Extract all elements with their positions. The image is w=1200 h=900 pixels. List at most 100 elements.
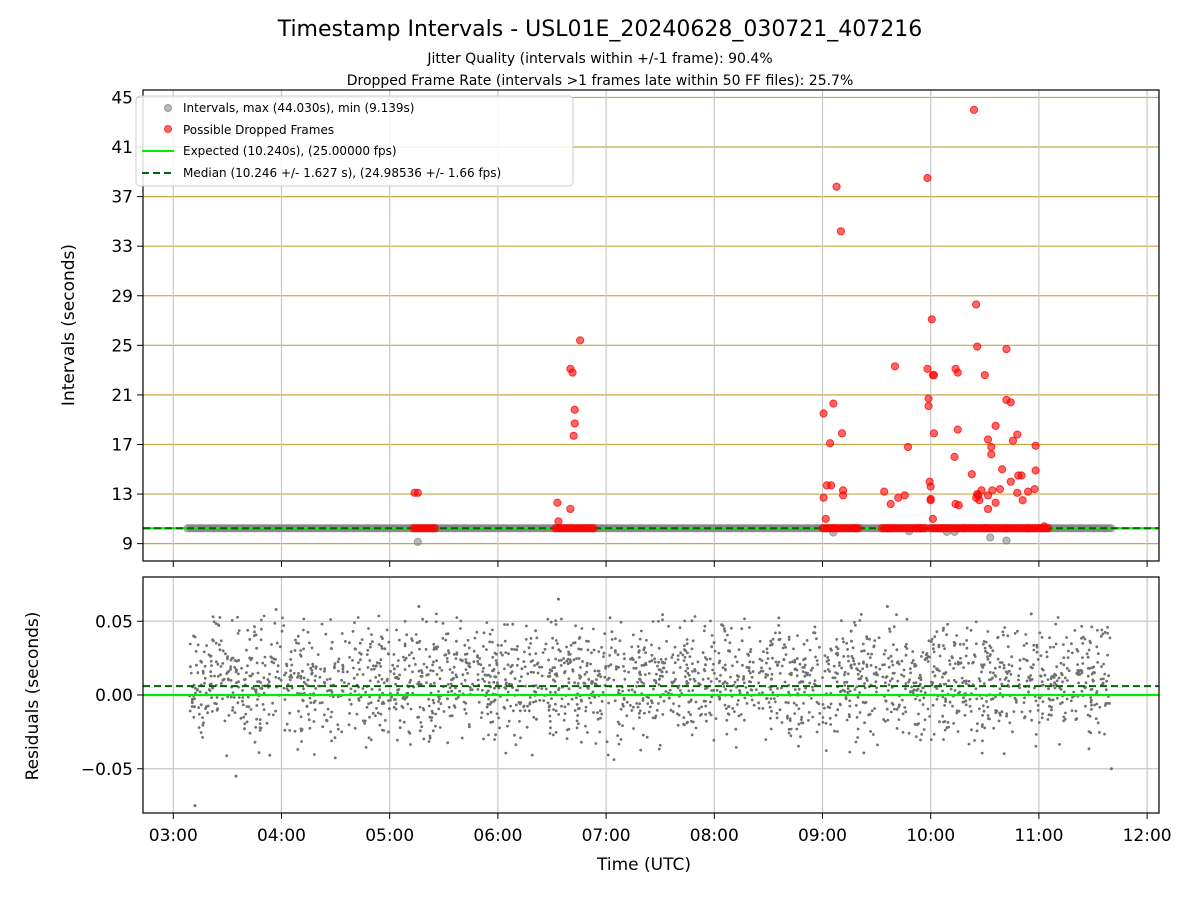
residual-point [296, 748, 300, 751]
residual-point [472, 649, 476, 653]
residual-point [224, 652, 227, 656]
residual-point [548, 674, 552, 678]
residual-point [265, 721, 269, 725]
residual-point [230, 619, 234, 622]
residual-point [468, 662, 471, 665]
residual-point [218, 616, 222, 619]
residual-point [787, 690, 790, 694]
residual-point [546, 701, 550, 705]
residual-point [983, 646, 987, 650]
residual-point [193, 697, 196, 701]
residual-point [743, 718, 746, 722]
residual-point [1080, 689, 1084, 693]
residual-point [974, 620, 978, 624]
residual-point [476, 678, 480, 682]
residual-point [1036, 658, 1040, 661]
residual-point [650, 643, 653, 647]
residual-point [385, 677, 389, 681]
residual-point [1023, 715, 1027, 719]
residual-point [299, 649, 303, 652]
residual-point [665, 670, 668, 674]
residual-point [847, 713, 851, 716]
residual-point [515, 664, 519, 667]
residual-point [527, 709, 531, 713]
residual-point [1035, 645, 1039, 649]
residual-point [788, 672, 792, 676]
dropped-frame-point [991, 498, 1000, 507]
residual-point [428, 655, 432, 658]
residual-point [427, 697, 431, 701]
residual-point [214, 641, 218, 645]
residual-point [829, 647, 832, 651]
residual-point [403, 658, 407, 662]
residual-point [201, 723, 205, 727]
residual-point [895, 648, 899, 652]
residual-point [263, 664, 267, 667]
residual-point [770, 709, 773, 713]
residual-point [1058, 743, 1061, 746]
residual-point [304, 682, 308, 686]
residual-point [468, 725, 471, 729]
residual-point [1005, 712, 1009, 716]
residual-point [800, 680, 804, 684]
residual-point [609, 663, 613, 667]
intervals-ytick-label: 45 [111, 88, 133, 108]
intervals-ytick-label: 33 [111, 237, 133, 257]
dropped-frame-point [819, 493, 828, 502]
residual-point [1065, 636, 1068, 639]
residual-point [702, 629, 706, 633]
residual-point [232, 696, 236, 699]
residual-point [410, 637, 413, 640]
residual-point [1075, 717, 1079, 721]
residual-point [645, 735, 649, 739]
residual-point [548, 714, 552, 718]
residual-point [1096, 661, 1100, 664]
residual-point [578, 686, 582, 690]
residual-point [981, 666, 985, 669]
residual-point [398, 726, 402, 730]
residual-point [569, 643, 573, 647]
residual-point [258, 729, 262, 732]
residual-point [953, 642, 957, 646]
residual-point [452, 676, 455, 680]
residual-point [1085, 652, 1089, 656]
residual-point [882, 718, 885, 721]
residual-point [1022, 657, 1026, 661]
residual-point [817, 702, 821, 706]
residual-point [392, 672, 396, 676]
residual-point [425, 665, 429, 669]
residual-point [908, 678, 911, 682]
residual-point [829, 723, 833, 726]
legend-intervals-marker [164, 104, 172, 112]
residual-point [573, 709, 577, 712]
residual-point [1074, 709, 1078, 713]
residual-point [273, 621, 277, 625]
residual-point [770, 672, 774, 676]
residual-point [250, 686, 254, 690]
residual-point [294, 638, 297, 642]
residual-point [1016, 629, 1019, 633]
residual-point [985, 700, 988, 703]
residual-point [511, 622, 515, 626]
residual-point [506, 724, 509, 728]
residual-point [821, 721, 825, 724]
residual-point [769, 697, 773, 700]
residual-point [846, 672, 850, 676]
residual-point [1102, 662, 1105, 666]
residual-point [492, 680, 496, 684]
residual-point [290, 663, 294, 667]
residual-point [788, 719, 792, 722]
residual-point [632, 633, 635, 637]
residual-point [450, 678, 453, 682]
residual-point [978, 679, 982, 683]
residual-point [538, 665, 541, 669]
residual-point [919, 689, 923, 693]
residual-point [422, 708, 426, 712]
residual-point [904, 710, 908, 714]
residual-point [986, 717, 990, 720]
residual-point [229, 679, 233, 682]
residual-point [349, 702, 353, 706]
residual-point [848, 704, 852, 708]
